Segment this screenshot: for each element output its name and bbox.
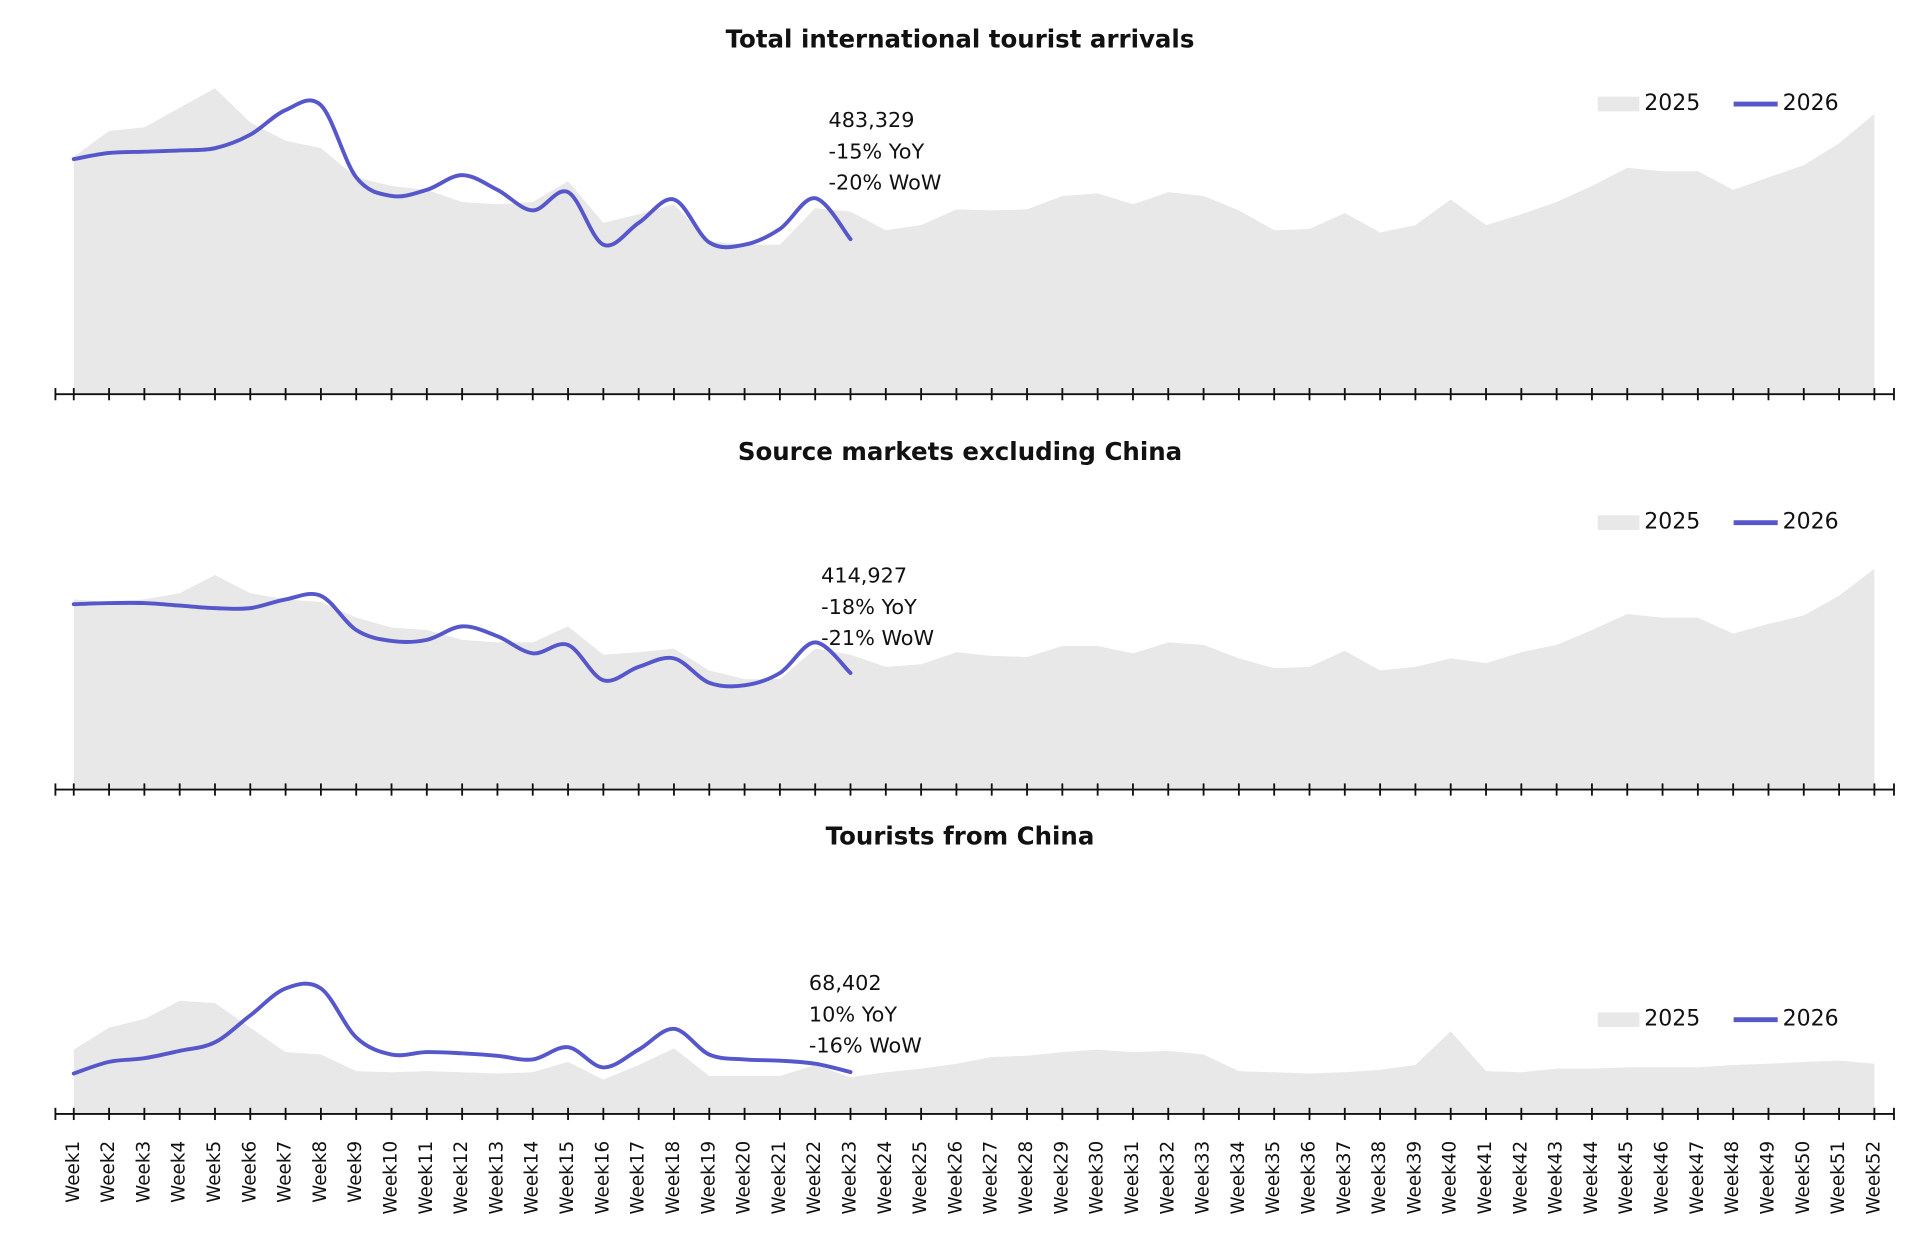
line-2026 [71, 981, 853, 1076]
chart-title: Tourists from China [826, 821, 1095, 850]
legend-swatch [1597, 515, 1640, 531]
x-tick-label: Week32 [1157, 1141, 1178, 1215]
x-tick-label: Week22 [804, 1141, 825, 1215]
x-tick-label: Week19 [698, 1141, 719, 1215]
x-tick-label: Week40 [1440, 1141, 1461, 1215]
x-tick-label: Week44 [1581, 1141, 1602, 1215]
x-tick-label: Week12 [451, 1141, 472, 1215]
annotation: -20% WoW [828, 171, 941, 195]
x-tick-label: Week14 [522, 1141, 543, 1215]
x-tick-label: Week25 [910, 1141, 931, 1215]
legend-swatch [1597, 96, 1640, 112]
legend-label: 2025 [1644, 510, 1700, 535]
legend-label: 2026 [1783, 510, 1839, 535]
x-tick-label: Week17 [628, 1141, 649, 1215]
x-tick-label: Week46 [1652, 1141, 1673, 1215]
chart-title: Total international tourist arrivals [726, 24, 1195, 53]
x-tick-label: Week42 [1510, 1141, 1531, 1215]
area-2025 [73, 568, 1875, 790]
line-2026 [71, 591, 853, 689]
x-tick-label: Week38 [1369, 1141, 1390, 1215]
x-tick-label: Week5 [204, 1141, 225, 1203]
x-tick-label: Week39 [1404, 1141, 1425, 1215]
x-tick-label: Week47 [1687, 1141, 1708, 1215]
x-tick-label: Week6 [239, 1141, 260, 1203]
x-tick-label: Week34 [1228, 1141, 1249, 1215]
x-tick-label: Week18 [663, 1141, 684, 1215]
x-tick-label: Week50 [1793, 1141, 1814, 1215]
x-tick-label: Week16 [592, 1141, 613, 1215]
x-tick-label: Week35 [1263, 1141, 1284, 1215]
x-tick-label: Week48 [1722, 1141, 1743, 1215]
annotation: -16% WoW [809, 1034, 922, 1058]
legend-label: 2026 [1783, 91, 1839, 116]
x-tick-label: Week3 [133, 1141, 154, 1203]
x-tick-label: Week23 [840, 1141, 861, 1215]
x-tick-label: Week26 [945, 1141, 966, 1215]
x-tick-label: Week15 [557, 1141, 578, 1215]
x-tick-label: Week29 [1051, 1141, 1072, 1215]
x-tick-label: Week1 [63, 1141, 84, 1203]
x-tick-label: Week9 [345, 1141, 366, 1203]
line-2026 [71, 98, 853, 250]
legend-label: 2026 [1783, 1007, 1839, 1032]
x-tick-label: Week8 [310, 1141, 331, 1203]
area-2025 [73, 1000, 1875, 1114]
x-tick-label: Week36 [1298, 1141, 1319, 1215]
x-tick-label: Week43 [1546, 1141, 1567, 1215]
x-tick-label: Week20 [734, 1141, 755, 1215]
x-tick-label: Week28 [1016, 1141, 1037, 1215]
x-tick-label: Week52 [1863, 1141, 1884, 1215]
x-tick-label: Week45 [1616, 1141, 1637, 1215]
area-2025 [73, 88, 1875, 395]
legend-swatch [1597, 1012, 1640, 1028]
x-tick-label: Week2 [98, 1141, 119, 1203]
legend-label: 2025 [1644, 91, 1700, 116]
chart-title: Source markets excluding China [738, 437, 1182, 466]
x-tick-label: Week33 [1193, 1141, 1214, 1215]
x-tick-label: Week30 [1087, 1141, 1108, 1215]
x-tick-label: Week27 [981, 1141, 1002, 1215]
x-tick-label: Week21 [769, 1141, 790, 1215]
x-tick-label: Week49 [1757, 1141, 1778, 1215]
x-tick-label: Week13 [486, 1141, 507, 1215]
x-tick-label: Week51 [1828, 1141, 1849, 1215]
annotation: -15% YoY [828, 139, 924, 163]
x-tick-label: Week11 [416, 1141, 437, 1215]
x-tick-label: Week37 [1334, 1141, 1355, 1215]
x-tick-label: Week31 [1122, 1141, 1143, 1215]
legend-label: 2025 [1644, 1007, 1700, 1032]
annotation: 10% YoY [809, 1002, 898, 1026]
x-tick-label: Week41 [1475, 1141, 1496, 1215]
x-tick-label: Week10 [381, 1141, 402, 1215]
x-tick-label: Week24 [875, 1141, 896, 1215]
x-tick-label: Week7 [275, 1141, 296, 1203]
annotation: 68,402 [809, 971, 882, 995]
x-tick-label: Week4 [169, 1141, 190, 1203]
annotation: 483,329 [828, 108, 914, 132]
annotation: 414,927 [821, 564, 907, 588]
annotation: -21% WoW [821, 626, 934, 650]
annotation: -18% YoY [821, 595, 917, 619]
